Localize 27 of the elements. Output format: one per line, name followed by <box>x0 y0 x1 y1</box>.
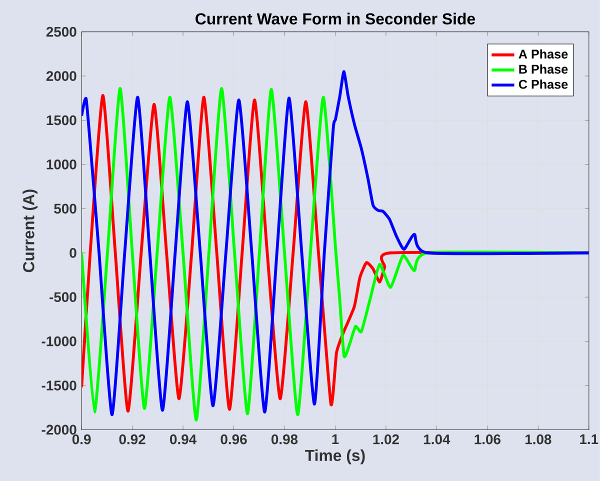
y-tick-label: -1000 <box>42 336 76 346</box>
chart-title: Current Wave Form in Seconder Side <box>196 12 476 24</box>
x-tick-label: 1.02 <box>373 434 399 444</box>
legend-label: B Phase <box>519 64 568 74</box>
y-tick-label: -500 <box>50 292 76 302</box>
y-tick-label: -1500 <box>42 380 76 390</box>
y-axis-title: Current (A) <box>22 189 38 272</box>
y-tick-label: 0 <box>70 248 76 258</box>
x-axis-title: Time (s) <box>305 449 365 464</box>
x-tick-label: 1.08 <box>525 434 552 444</box>
x-tick-label: 0.96 <box>220 434 247 444</box>
y-tick-label: 1500 <box>46 115 76 125</box>
y-tick-label: 500 <box>54 204 76 214</box>
x-tick-label: 1.06 <box>474 434 500 444</box>
x-tick-label: 0.94 <box>170 434 196 444</box>
x-tick-label: 0.98 <box>271 434 298 444</box>
x-tick-label: 1.04 <box>424 434 450 444</box>
x-tick-label: 1 <box>332 434 339 444</box>
y-tick-label: 2500 <box>46 26 76 37</box>
x-tick-label: 0.9 <box>72 434 91 444</box>
y-tick-label: 1000 <box>46 159 76 170</box>
y-tick-label: 2000 <box>46 70 76 81</box>
x-tick-label: 1.1 <box>580 434 598 444</box>
legend-label: C Phase <box>518 79 568 89</box>
legend-label: A Phase <box>518 49 568 58</box>
y-tick-label: -2000 <box>42 424 76 434</box>
x-tick-label: 0.92 <box>119 434 146 444</box>
